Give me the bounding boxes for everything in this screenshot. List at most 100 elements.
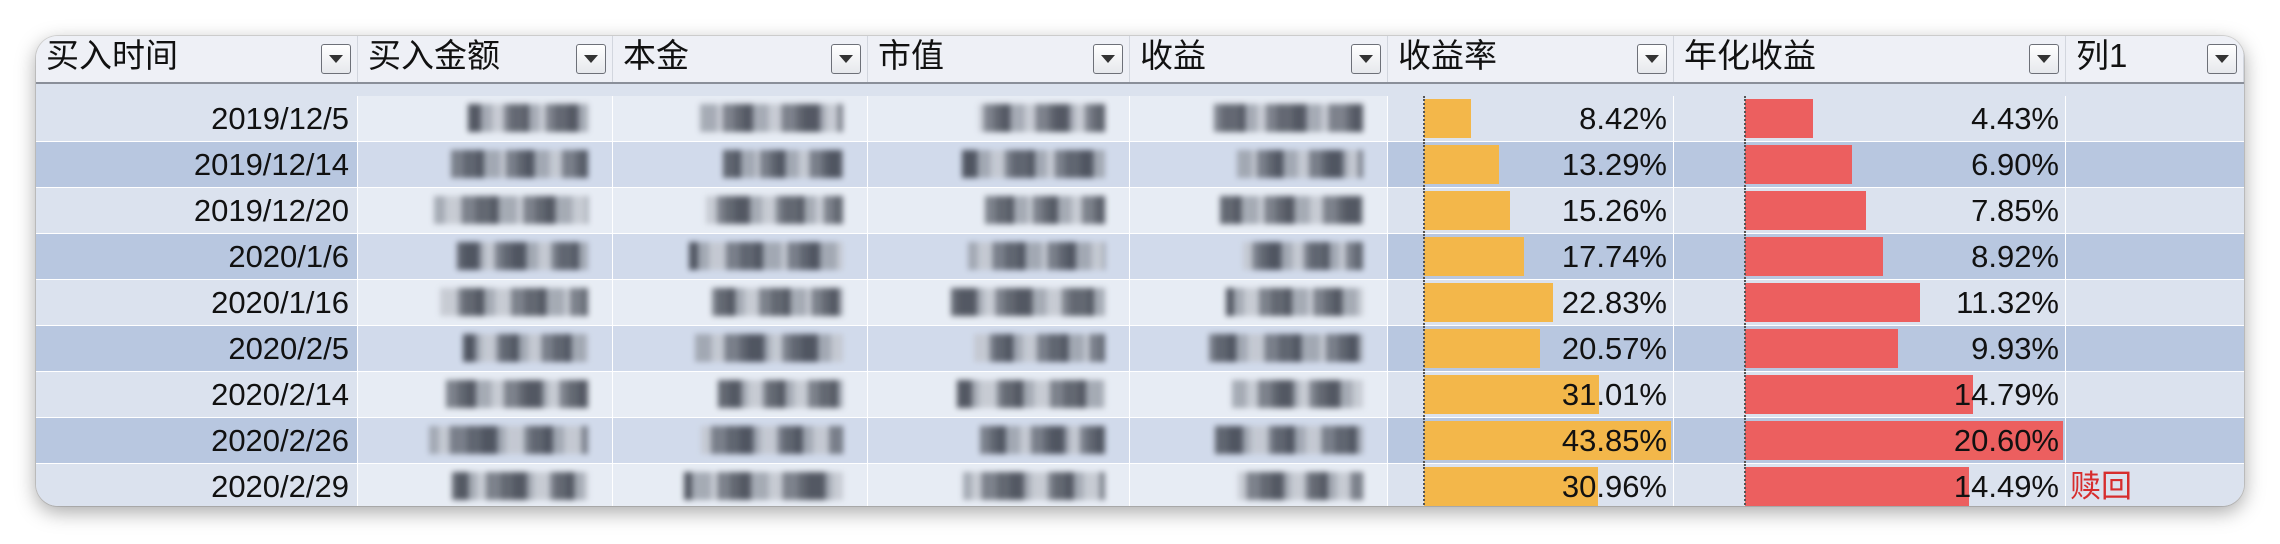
principal-cell[interactable] bbox=[613, 326, 868, 371]
principal-cell[interactable] bbox=[613, 418, 868, 463]
profit-cell[interactable] bbox=[1130, 234, 1388, 279]
buy-amount-cell[interactable] bbox=[358, 464, 613, 506]
profit-cell[interactable] bbox=[1130, 326, 1388, 371]
annual-yield-cell[interactable]: 8.92% bbox=[1674, 234, 2066, 279]
principal-cell[interactable] bbox=[613, 280, 868, 325]
buy-amount-cell[interactable] bbox=[358, 418, 613, 463]
col1-cell[interactable] bbox=[2066, 418, 2244, 463]
buy-amount-cell[interactable] bbox=[358, 280, 613, 325]
buy-amount-cell[interactable] bbox=[358, 234, 613, 279]
buy-date-cell[interactable]: 2020/1/6 bbox=[36, 234, 358, 279]
table-row[interactable]: 2020/2/29 30.96% 14.49% 赎回 bbox=[36, 464, 2244, 506]
filter-dropdown-icon[interactable] bbox=[1637, 44, 1667, 74]
buy-amount-cell[interactable] bbox=[358, 142, 613, 187]
profit-cell[interactable] bbox=[1130, 142, 1388, 187]
market-value-cell[interactable] bbox=[868, 96, 1130, 141]
filter-dropdown-icon[interactable] bbox=[1351, 44, 1381, 74]
column-header-market-value[interactable]: 市值 bbox=[868, 36, 1130, 82]
col1-cell[interactable] bbox=[2066, 188, 2244, 233]
principal-cell[interactable] bbox=[613, 464, 868, 506]
yield-cell[interactable]: 31.01% bbox=[1388, 372, 1674, 417]
column-header-annual-yield[interactable]: 年化收益 bbox=[1674, 36, 2066, 82]
yield-cell[interactable]: 15.26% bbox=[1388, 188, 1674, 233]
yield-cell[interactable]: 20.57% bbox=[1388, 326, 1674, 371]
yield-cell[interactable]: 8.42% bbox=[1388, 96, 1674, 141]
column-header-profit[interactable]: 收益 bbox=[1130, 36, 1388, 82]
annual-yield-cell[interactable]: 9.93% bbox=[1674, 326, 2066, 371]
annual-yield-cell[interactable]: 7.85% bbox=[1674, 188, 2066, 233]
annual-yield-cell[interactable]: 6.90% bbox=[1674, 142, 2066, 187]
table-row[interactable]: 2019/12/5 8.42% 4.43% bbox=[36, 96, 2244, 142]
principal-cell[interactable] bbox=[613, 234, 868, 279]
col1-cell[interactable] bbox=[2066, 234, 2244, 279]
yield-value: 30.96% bbox=[1561, 469, 1667, 504]
buy-amount-cell[interactable] bbox=[358, 96, 613, 141]
annual-yield-cell[interactable]: 11.32% bbox=[1674, 280, 2066, 325]
buy-amount-cell[interactable] bbox=[358, 188, 613, 233]
principal-cell[interactable] bbox=[613, 142, 868, 187]
market-value-cell[interactable] bbox=[868, 418, 1130, 463]
table-row[interactable]: 2019/12/20 15.26% 7.85% bbox=[36, 188, 2244, 234]
yield-cell[interactable]: 17.74% bbox=[1388, 234, 1674, 279]
profit-cell[interactable] bbox=[1130, 280, 1388, 325]
market-value-cell[interactable] bbox=[868, 372, 1130, 417]
filter-dropdown-icon[interactable] bbox=[831, 44, 861, 74]
table-row[interactable]: 2020/2/5 20.57% 9.93% bbox=[36, 326, 2244, 372]
table-row[interactable]: 2020/1/6 17.74% 8.92% bbox=[36, 234, 2244, 280]
principal-cell[interactable] bbox=[613, 188, 868, 233]
annual-yield-cell[interactable]: 20.60% bbox=[1674, 418, 2066, 463]
table-row[interactable]: 2020/2/14 31.01% 14.79% bbox=[36, 372, 2244, 418]
annual-yield-cell[interactable]: 14.79% bbox=[1674, 372, 2066, 417]
buy-date-cell[interactable]: 2020/2/29 bbox=[36, 464, 358, 506]
yield-value: 13.29% bbox=[1561, 147, 1667, 182]
market-value-cell[interactable] bbox=[868, 142, 1130, 187]
col1-cell[interactable] bbox=[2066, 280, 2244, 325]
filter-dropdown-icon[interactable] bbox=[321, 44, 351, 74]
column-header-buy-date[interactable]: 买入时间 bbox=[36, 36, 358, 82]
market-value-cell[interactable] bbox=[868, 234, 1130, 279]
annual-yield-cell[interactable]: 14.49% bbox=[1674, 464, 2066, 506]
filter-dropdown-icon[interactable] bbox=[2029, 44, 2059, 74]
col1-cell[interactable]: 赎回 bbox=[2070, 469, 2132, 504]
buy-amount-cell[interactable] bbox=[358, 326, 613, 371]
col1-cell[interactable] bbox=[2066, 142, 2244, 187]
buy-date-cell[interactable]: 2019/12/20 bbox=[36, 188, 358, 233]
annual-yield-cell[interactable]: 4.43% bbox=[1674, 96, 2066, 141]
profit-cell[interactable] bbox=[1130, 418, 1388, 463]
buy-date-cell[interactable]: 2020/2/26 bbox=[36, 418, 358, 463]
table-row[interactable]: 2020/1/16 22.83% 11.32% bbox=[36, 280, 2244, 326]
column-header-yield[interactable]: 收益率 bbox=[1388, 36, 1674, 82]
market-value-cell[interactable] bbox=[868, 280, 1130, 325]
filter-dropdown-icon[interactable] bbox=[2207, 44, 2237, 74]
column-header-col1[interactable]: 列1 bbox=[2066, 36, 2244, 82]
spreadsheet-window: 买入时间 买入金额 本金 市值 收益 收益率 年化收益 列1 2019/12/5 8.42% 4.… bbox=[36, 36, 2244, 506]
market-value-cell[interactable] bbox=[868, 464, 1130, 506]
yield-cell[interactable]: 43.85% bbox=[1388, 418, 1674, 463]
principal-cell[interactable] bbox=[613, 96, 868, 141]
market-value-cell[interactable] bbox=[868, 188, 1130, 233]
table-row[interactable]: 2020/2/26 43.85% 20.60% bbox=[36, 418, 2244, 464]
col1-cell[interactable] bbox=[2066, 96, 2244, 141]
buy-date-cell[interactable]: 2019/12/14 bbox=[36, 142, 358, 187]
principal-cell[interactable] bbox=[613, 372, 868, 417]
buy-amount-cell[interactable] bbox=[358, 372, 613, 417]
market-value-cell[interactable] bbox=[868, 326, 1130, 371]
col1-cell[interactable] bbox=[2066, 326, 2244, 371]
buy-date-cell[interactable]: 2019/12/5 bbox=[36, 96, 358, 141]
yield-cell[interactable]: 22.83% bbox=[1388, 280, 1674, 325]
column-header-buy-amount[interactable]: 买入金额 bbox=[358, 36, 613, 82]
column-header-principal[interactable]: 本金 bbox=[613, 36, 868, 82]
profit-cell[interactable] bbox=[1130, 464, 1388, 506]
profit-cell[interactable] bbox=[1130, 188, 1388, 233]
col1-cell[interactable] bbox=[2066, 372, 2244, 417]
buy-date-cell[interactable]: 2020/2/5 bbox=[36, 326, 358, 371]
buy-date-cell[interactable]: 2020/2/14 bbox=[36, 372, 358, 417]
table-row[interactable]: 2019/12/14 13.29% 6.90% bbox=[36, 142, 2244, 188]
yield-cell[interactable]: 13.29% bbox=[1388, 142, 1674, 187]
yield-cell[interactable]: 30.96% bbox=[1388, 464, 1674, 506]
buy-date-cell[interactable]: 2020/1/16 bbox=[36, 280, 358, 325]
profit-cell[interactable] bbox=[1130, 372, 1388, 417]
profit-cell[interactable] bbox=[1130, 96, 1388, 141]
filter-dropdown-icon[interactable] bbox=[1093, 44, 1123, 74]
filter-dropdown-icon[interactable] bbox=[576, 44, 606, 74]
